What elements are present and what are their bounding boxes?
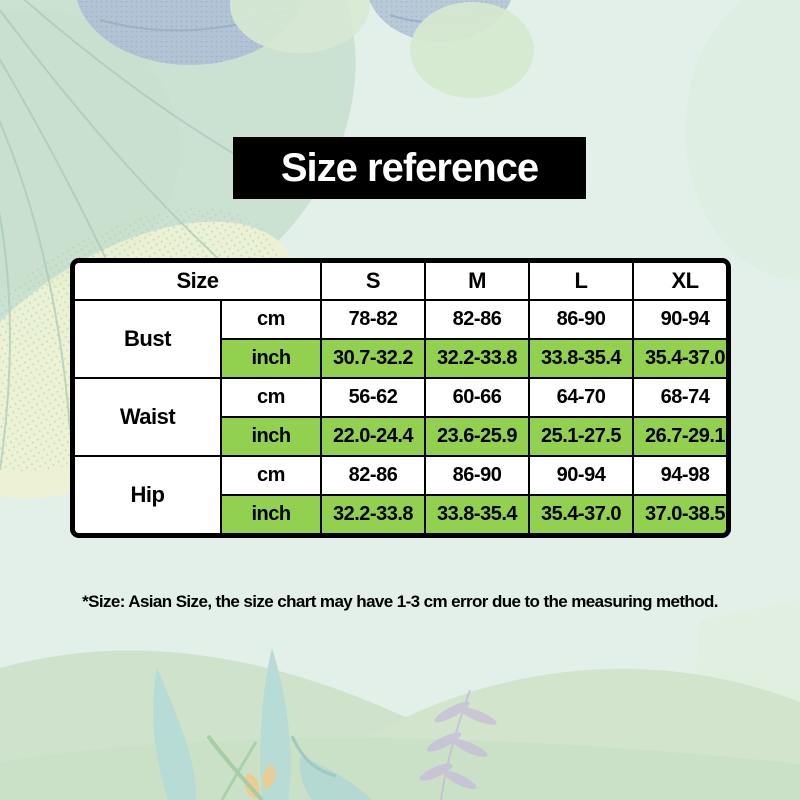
size-value-cell: 68-74 [632,377,726,418]
size-value-cell: 78-82 [320,299,426,340]
table-row-bust-cm: Bust cm 78-82 82-86 86-90 90-94 [75,299,726,379]
page-title: Size reference [280,145,539,190]
plant-decoration-bottom-center [153,648,372,800]
size-value-cell: 22.0-24.4 [320,416,426,457]
table-row-hip-cm: Hip cm 82-86 86-90 90-94 94-98 [75,455,726,533]
size-value-cell: 23.6-25.9 [424,416,530,457]
size-value-cell: 60-66 [424,377,530,418]
header-size-l: L [528,263,634,301]
size-table-container: Size S M L XL Bust cm 78-82 82-86 86-90 … [70,258,731,538]
size-value-cell: 56-62 [320,377,426,418]
size-value-cell: 82-86 [424,299,530,340]
size-table: Size S M L XL Bust cm 78-82 82-86 86-90 … [75,263,726,533]
size-value-cell: 86-90 [424,455,530,496]
title-banner: Size reference [233,137,586,199]
measure-label-bust: Bust [75,299,222,379]
size-value-cell: 64-70 [528,377,634,418]
size-value-cell: 90-94 [528,455,634,496]
size-value-cell: 82-86 [320,455,426,496]
fern-decoration-bottom-right [419,689,497,800]
size-value-cell: 94-98 [632,455,726,496]
header-size-cell: Size [75,263,322,301]
measure-label-hip: Hip [75,455,222,533]
size-value-cell: 86-90 [528,299,634,340]
header-size-xl: XL [632,263,726,301]
unit-label-inch: inch [220,494,322,533]
table-row-waist-cm: Waist cm 56-62 60-66 64-70 68-74 [75,377,726,457]
table-row-waist-inch: inch 22.0-24.4 23.6-25.9 25.1-27.5 26.7-… [75,416,726,457]
size-value-cell: 26.7-29.1 [632,416,726,457]
size-value-cell: 35.4-37.0 [528,494,634,533]
unit-label-cm: cm [220,377,322,418]
unit-label-inch: inch [220,338,322,379]
measure-label-waist: Waist [75,377,222,457]
header-size-s: S [320,263,426,301]
table-row-bust-inch: inch 30.7-32.2 32.2-33.8 33.8-35.4 35.4-… [75,338,726,379]
table-header-row: Size S M L XL [75,263,726,301]
size-value-cell: 33.8-35.4 [528,338,634,379]
green-blob-decorations [230,0,800,280]
size-value-cell: 33.8-35.4 [424,494,530,533]
size-note: *Size: Asian Size, the size chart may ha… [82,592,718,611]
size-value-cell: 90-94 [632,299,726,340]
table-row-hip-inch: inch 32.2-33.8 33.8-35.4 35.4-37.0 37.0-… [75,494,726,533]
size-value-cell: 35.4-37.0 [632,338,726,379]
size-value-cell: 32.2-33.8 [424,338,530,379]
unit-label-inch: inch [220,416,322,457]
unit-label-cm: cm [220,299,322,340]
size-value-cell: 37.0-38.5 [632,494,726,533]
unit-label-cm: cm [220,455,322,496]
size-value-cell: 30.7-32.2 [320,338,426,379]
header-size-m: M [424,263,530,301]
size-value-cell: 32.2-33.8 [320,494,426,533]
size-value-cell: 25.1-27.5 [528,416,634,457]
